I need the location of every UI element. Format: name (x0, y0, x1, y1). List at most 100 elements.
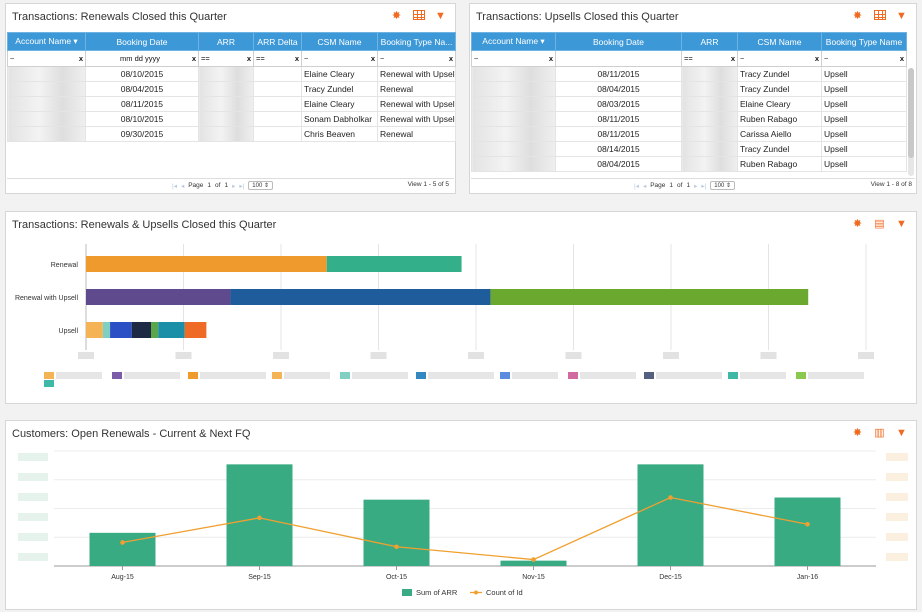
legend-swatch-blur (416, 372, 426, 379)
bar-segment (230, 289, 491, 305)
next-page-icon[interactable]: ▸ (694, 182, 698, 190)
view-info: View 1 - 5 of 5 (407, 181, 449, 188)
filter-arr-delta[interactable]: == x (253, 50, 302, 67)
renewals-panel: Transactions: Renewals Closed this Quart… (5, 3, 456, 194)
filter-account[interactable]: ~ x (471, 50, 556, 67)
per-page-select[interactable]: 100 ⇕ (248, 181, 274, 190)
filter-arr[interactable]: == x (198, 50, 254, 67)
line-point (668, 495, 673, 500)
table-scrollbar[interactable] (908, 68, 914, 176)
col-arr[interactable]: ARR (681, 32, 738, 51)
page-input[interactable]: 1 (207, 182, 212, 189)
table-row[interactable]: 08/11/2015 Carissa Aiello Upsell (471, 126, 907, 142)
bar-segment (86, 256, 327, 272)
table-row[interactable]: 08/04/2015 Tracy Zundel Renewal (7, 81, 456, 97)
x-tick-label: Nov-15 (522, 574, 545, 581)
bar-segment (86, 322, 103, 338)
first-page-icon[interactable]: |◂ (634, 182, 639, 190)
legend-label-blur (656, 372, 722, 379)
gear-icon[interactable]: ✸ (852, 427, 863, 439)
col-account-name[interactable]: Account Name ▾ (7, 32, 86, 51)
first-page-icon[interactable]: |◂ (172, 182, 177, 190)
panel-title: Transactions: Renewals & Upsells Closed … (12, 219, 277, 231)
table-row[interactable]: 08/03/2015 Elaine Cleary Upsell (471, 96, 907, 112)
tick-label-blur (273, 352, 289, 359)
legend-swatch-blur (500, 372, 510, 379)
category-label: Upsell (59, 328, 79, 335)
legend-swatch-blur (340, 372, 350, 379)
filter-csm[interactable]: ~ x (737, 50, 822, 67)
col-csm-name[interactable]: CSM Name (737, 32, 822, 51)
next-page-icon[interactable]: ▸ (232, 182, 236, 190)
per-page-select[interactable]: 100 ⇕ (710, 181, 736, 190)
gear-icon[interactable]: ✸ (852, 218, 863, 230)
legend-label-blur (740, 372, 786, 379)
bar-chart-icon[interactable]: ▤ (874, 218, 885, 230)
filter-type[interactable]: ~ x (377, 50, 456, 67)
col-booking-type[interactable]: Booking Type Name (821, 32, 907, 51)
tick-label-blur (858, 352, 874, 359)
col-account-name[interactable]: Account Name ▾ (471, 32, 556, 51)
y2-axis-label-blur (886, 453, 908, 461)
col-booking-date[interactable]: Booking Date (85, 32, 199, 51)
y-axis-label-blur (18, 473, 48, 481)
filter-account[interactable]: ~ x (7, 50, 86, 67)
filter-csm[interactable]: ~ x (301, 50, 378, 67)
legend-label-blur (808, 372, 864, 379)
filter-arr[interactable]: == x (681, 50, 738, 67)
line-point (257, 515, 262, 521)
filter-date[interactable]: mm dd yyyy x (85, 50, 199, 67)
y2-axis-label-blur (886, 493, 908, 501)
prev-page-icon[interactable]: ◂ (642, 182, 647, 190)
combo-chart-icon[interactable]: ▥ (874, 427, 885, 439)
filter-date[interactable] (555, 50, 682, 67)
filter-icon[interactable]: ▼ (435, 10, 446, 22)
tick-label-blur (370, 352, 387, 359)
filter-icon[interactable]: ▼ (896, 218, 907, 230)
gear-icon[interactable]: ✸ (391, 10, 402, 22)
table-row[interactable]: 08/11/2015 Ruben Rabago Upsell (471, 111, 907, 127)
bar-segment (102, 322, 111, 338)
last-page-icon[interactable]: ▸| (239, 182, 245, 190)
y-axis-label-blur (18, 493, 48, 501)
table-row[interactable]: 09/30/2015 Chris Beaven Renewal (7, 126, 456, 142)
filter-icon[interactable]: ▼ (896, 10, 907, 22)
bar-segment (151, 322, 159, 338)
legend-label: Count of Id (486, 588, 523, 597)
col-csm-name[interactable]: CSM Name (301, 32, 378, 51)
y2-axis-label-blur (886, 533, 908, 541)
last-page-icon[interactable]: ▸| (701, 182, 707, 190)
panel-title: Transactions: Upsells Closed this Quarte… (476, 11, 679, 23)
col-arr-delta[interactable]: ARR Delta (253, 32, 302, 51)
upsells-panel: Transactions: Upsells Closed this Quarte… (469, 3, 917, 194)
prev-page-icon[interactable]: ◂ (180, 182, 185, 190)
panel-title: Transactions: Renewals Closed this Quart… (12, 11, 227, 23)
legend-swatch-blur (272, 372, 282, 379)
col-arr[interactable]: ARR (198, 32, 254, 51)
table-icon[interactable] (873, 10, 886, 22)
filter-type[interactable]: ~ x (821, 50, 907, 67)
tick-label-blur (78, 352, 94, 359)
table-row[interactable]: 08/04/2015 Ruben Rabago Upsell (471, 156, 907, 172)
table-row[interactable]: 08/10/2015 Elaine Cleary Renewal with Up… (7, 66, 456, 82)
col-booking-date[interactable]: Booking Date (555, 32, 682, 51)
y-axis-label-blur (18, 513, 48, 521)
table-row[interactable]: 08/11/2015 Tracy Zundel Upsell (471, 66, 907, 82)
bar-segment (184, 322, 207, 338)
table-row[interactable]: 08/14/2015 Tracy Zundel Upsell (471, 141, 907, 157)
col-booking-type[interactable]: Booking Type Na... (377, 32, 456, 51)
table-row[interactable]: 08/04/2015 Tracy Zundel Upsell (471, 81, 907, 97)
renewals-table: Account Name ▾ Booking Date ARR ARR Delt… (7, 32, 456, 142)
y-axis-label-blur (18, 553, 48, 561)
bar-segment (326, 256, 462, 272)
filter-icon[interactable]: ▼ (896, 427, 907, 439)
tick-label-blur (175, 352, 192, 359)
table-icon[interactable] (412, 10, 425, 22)
table-row[interactable]: 08/11/2015 Elaine Cleary Renewal with Up… (7, 96, 456, 112)
legend-label: Sum of ARR (416, 588, 458, 597)
page-input[interactable]: 1 (669, 182, 674, 189)
table-row[interactable]: 08/10/2015 Sonam Dabholkar Renewal with … (7, 111, 456, 127)
legend-label-blur (200, 372, 266, 379)
y-axis-label-blur (18, 533, 48, 541)
gear-icon[interactable]: ✸ (852, 10, 863, 22)
